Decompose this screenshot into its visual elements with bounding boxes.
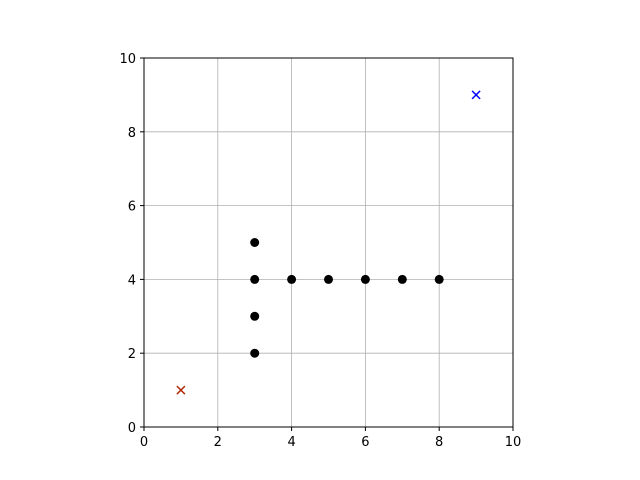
x-tick-label: 10 (505, 435, 522, 450)
y-tick-label: 2 (128, 347, 136, 362)
data-point (250, 238, 260, 247)
y-tick-label: 0 (128, 421, 136, 436)
x-marker-point (176, 385, 186, 395)
data-point (434, 274, 444, 284)
data-markers (176, 90, 481, 395)
y-tick-label: 4 (128, 273, 136, 288)
x-tick-label: 6 (361, 435, 369, 450)
data-point (250, 274, 260, 284)
x-marker-point (471, 90, 481, 100)
data-point (397, 274, 407, 284)
y-tick-label: 6 (128, 200, 136, 215)
x-tick-label: 8 (435, 435, 443, 450)
data-point (250, 311, 260, 321)
plot-frame (143, 57, 514, 428)
data-point (360, 274, 370, 284)
axis-ticks: 0 2 4 6 8 10 0 2 4 6 8 10 (119, 52, 521, 450)
data-point (250, 348, 260, 358)
x-tick-label: 0 (140, 435, 148, 450)
y-tick-label: 10 (119, 52, 136, 67)
data-point (324, 274, 333, 284)
x-marker-stroke (176, 385, 186, 395)
x-marker-stroke (471, 90, 481, 100)
y-tick-label: 8 (128, 126, 136, 141)
data-point (287, 274, 297, 284)
x-tick-label: 4 (287, 435, 295, 450)
x-tick-label: 2 (214, 435, 222, 450)
